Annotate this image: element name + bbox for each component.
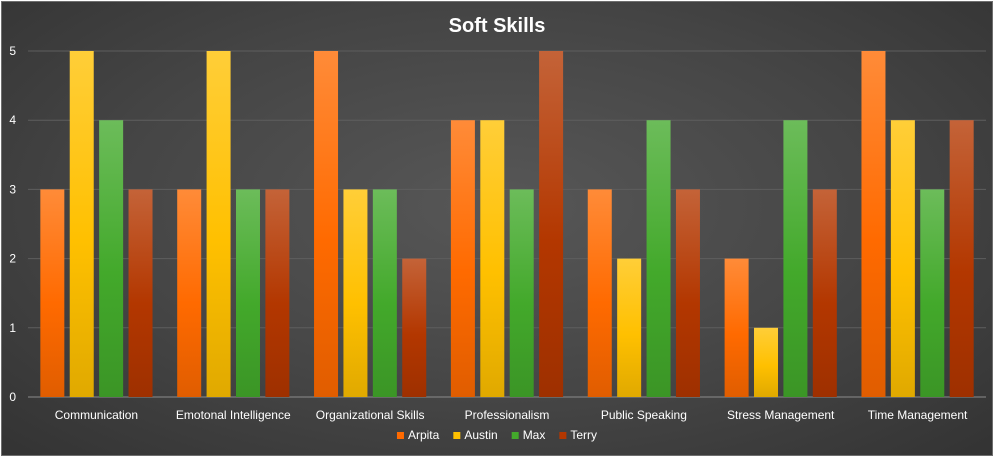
legend-label-austin: Austin (464, 428, 497, 442)
y-tick-label-5: 5 (9, 44, 16, 58)
bar-stress-management-terry (812, 189, 837, 397)
legend-swatch-max (511, 432, 519, 439)
y-tick-label-1: 1 (9, 321, 16, 335)
y-tick-label-3: 3 (9, 182, 16, 196)
bar-time-management-arpita (861, 51, 886, 397)
gridlines (28, 50, 986, 398)
bar-professionalism-max (509, 189, 534, 397)
y-tick-label-2: 2 (9, 252, 16, 266)
legend-swatch-austin (453, 432, 461, 439)
bar-emotonal-intelligence-max (235, 189, 260, 397)
bar-emotonal-intelligence-terry (265, 189, 290, 397)
x-tick-label-communication: Communication (55, 408, 138, 422)
bar-time-management-terry (949, 120, 974, 397)
bar-emotonal-intelligence-arpita (177, 189, 202, 397)
bar-stress-management-arpita (724, 258, 749, 397)
bar-organizational-skills-terry (402, 258, 427, 397)
bar-organizational-skills-max (372, 189, 397, 397)
x-tick-label-professionalism: Professionalism (465, 408, 550, 422)
bar-public-speaking-arpita (587, 189, 612, 397)
legend-label-max: Max (523, 428, 546, 442)
bar-organizational-skills-austin (343, 189, 368, 397)
legend-swatch-arpita (396, 432, 404, 439)
bars (40, 51, 974, 397)
legend-swatch-terry (559, 432, 567, 439)
bar-public-speaking-max (646, 120, 671, 397)
legend-label-arpita: Arpita (408, 428, 440, 442)
bar-communication-max (99, 120, 124, 397)
y-tick-label-4: 4 (9, 113, 16, 127)
bar-communication-terry (128, 189, 153, 397)
chart-title: Soft Skills (449, 15, 546, 37)
legend-label-terry: Terry (570, 428, 597, 442)
bar-public-speaking-austin (617, 258, 642, 397)
bar-professionalism-austin (480, 120, 505, 397)
bar-communication-austin (69, 51, 94, 397)
x-tick-label-organizational-skills: Organizational Skills (316, 408, 425, 422)
bar-emotonal-intelligence-austin (206, 51, 231, 397)
legend: Arpita Austin Max Terry (396, 428, 597, 442)
bar-organizational-skills-arpita (314, 51, 339, 397)
bar-professionalism-arpita (450, 120, 475, 397)
bar-time-management-austin (890, 120, 915, 397)
bar-public-speaking-terry (675, 189, 700, 397)
x-tick-label-stress-management: Stress Management (727, 408, 835, 422)
x-axis: Communication Emotonal Intelligence Organi… (55, 408, 968, 422)
bar-communication-arpita (40, 189, 65, 397)
bar-professionalism-terry (539, 51, 564, 397)
bar-stress-management-austin (754, 327, 779, 397)
bar-time-management-max (920, 189, 945, 397)
x-tick-label-emotonal-intelligence: Emotonal Intelligence (176, 408, 291, 422)
bar-stress-management-max (783, 120, 808, 397)
y-axis: 0 1 2 3 4 5 (9, 44, 16, 404)
x-tick-label-public-speaking: Public Speaking (601, 408, 687, 422)
y-tick-label-0: 0 (9, 390, 16, 404)
x-tick-label-time-management: Time Management (868, 408, 968, 422)
